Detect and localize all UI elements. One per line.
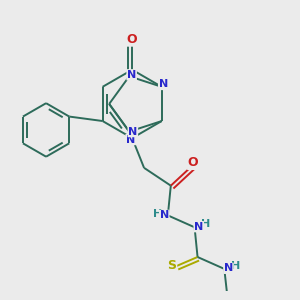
Text: H: H [153,209,162,219]
Text: N: N [194,222,203,232]
Text: N: N [160,210,169,220]
Text: O: O [127,33,137,46]
Text: N: N [159,80,168,89]
Text: H: H [231,261,240,271]
Text: H: H [201,219,211,229]
Text: N: N [128,127,137,136]
Text: N: N [224,263,233,273]
Text: O: O [188,156,198,169]
Text: S: S [167,260,176,272]
Text: N: N [126,135,135,145]
Text: N: N [127,70,136,80]
